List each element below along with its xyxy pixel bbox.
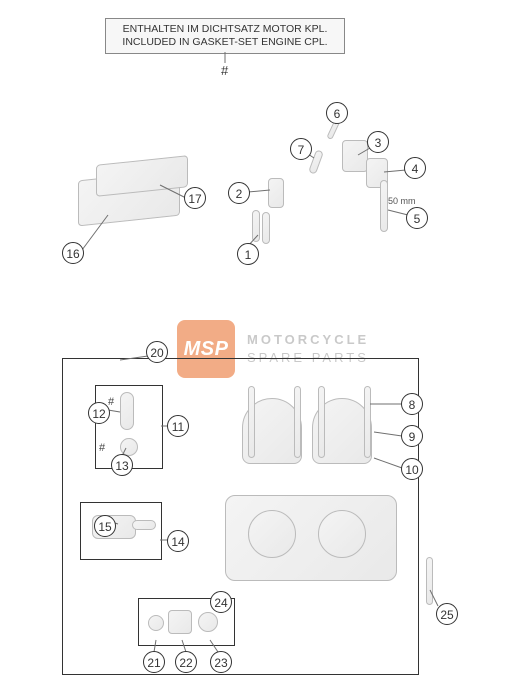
callout-12: 12 [88,402,110,424]
part-rod-25 [426,557,433,605]
part-21 [148,615,164,631]
callout-17: 17 [184,187,206,209]
callout-10-n: 10 [405,463,418,477]
callout-8-n: 8 [409,398,416,412]
callout-20-n: 20 [150,346,163,360]
part-tube-5 [380,180,388,232]
callout-23: 23 [210,651,232,673]
callout-24: 24 [210,591,232,613]
part-screw-a [252,210,260,242]
callout-1-n: 1 [245,248,252,262]
part-sensor-2 [268,178,284,208]
callout-8: 8 [401,393,423,415]
callout-15: 15 [94,515,116,537]
callout-5: 5 [406,207,428,229]
callout-3-n: 3 [375,136,382,150]
callout-15-n: 15 [98,520,111,534]
dim-50mm: 50 mm [388,196,416,206]
gasket-note-box: ENTHALTEN IM DICHTSATZ MOTOR KPL. INCLUD… [105,18,345,54]
callout-10: 10 [401,458,423,480]
callout-25: 25 [436,603,458,625]
callout-22: 22 [175,651,197,673]
note-line-2: INCLUDED IN GASKET-SET ENGINE CPL. [112,36,338,49]
part-sensor-conn [132,520,156,530]
part-22 [168,610,192,634]
callout-11: 11 [167,415,189,437]
part-tb-bore-l [248,510,296,558]
callout-2: 2 [228,182,250,204]
callout-1: 1 [237,243,259,265]
callout-4-n: 4 [412,162,419,176]
callout-9-n: 9 [409,430,416,444]
note-hash: # [221,63,228,78]
callout-21-n: 21 [147,656,160,670]
callout-24-n: 24 [214,596,227,610]
callout-20: 20 [146,341,168,363]
callout-13-n: 13 [115,459,128,473]
callout-23-n: 23 [214,656,227,670]
callout-7: 7 [290,138,312,160]
callout-6: 6 [326,102,348,124]
callout-14: 14 [167,530,189,552]
part-stud-4 [364,386,371,458]
part-stud-2 [294,386,301,458]
callout-6-n: 6 [334,107,341,121]
callout-11-n: 11 [172,420,184,434]
callout-25-n: 25 [440,608,453,622]
diagram-stage: ENTHALTEN IM DICHTSATZ MOTOR KPL. INCLUD… [0,0,512,693]
callout-13: 13 [111,454,133,476]
hash-12: # [108,396,114,408]
callout-3: 3 [367,131,389,153]
callout-14-n: 14 [171,535,184,549]
callout-12-n: 12 [92,407,105,421]
callout-16: 16 [62,242,84,264]
callout-21: 21 [143,651,165,673]
part-stud-3 [318,386,325,458]
part-23 [198,612,218,632]
watermark-line1: MOTORCYCLE [247,331,369,349]
part-screw-b [262,212,270,244]
callout-5-n: 5 [414,212,421,226]
part-stud-1 [248,386,255,458]
note-line-1: ENTHALTEN IM DICHTSATZ MOTOR KPL. [112,23,338,36]
callout-16-n: 16 [66,247,79,261]
hash-13: # [99,442,105,454]
callout-22-n: 22 [179,656,192,670]
callout-4: 4 [404,157,426,179]
callout-17-n: 17 [188,192,201,206]
callout-7-n: 7 [298,143,305,157]
callout-2-n: 2 [236,187,243,201]
part-connector-3 [342,140,368,172]
part-injector [120,392,134,430]
part-tb-bore-r [318,510,366,558]
callout-9: 9 [401,425,423,447]
